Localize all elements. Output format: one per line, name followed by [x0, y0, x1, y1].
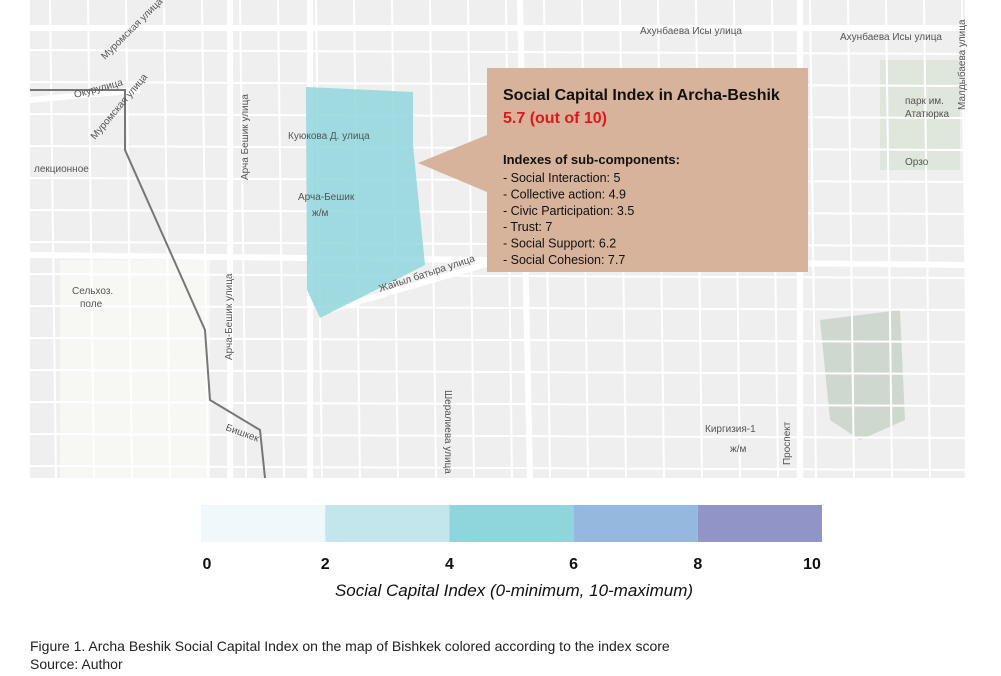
map-label: Шералиева улица [442, 390, 453, 474]
map-label: Арча-Бешик улица [224, 273, 235, 360]
source: Source: Author [30, 656, 123, 672]
map-label: парк им. [905, 96, 944, 107]
map-label: Ахунбаева Исы улица [840, 31, 942, 43]
street [29, 273, 966, 279]
sub-index: - Social Cohesion: 7.7 [503, 253, 625, 267]
colorbar-tick-label: 10 [803, 556, 821, 573]
colorbar-segment [325, 505, 450, 542]
callout-subtitle: Indexes of sub-components: [503, 152, 680, 167]
street [277, 0, 285, 479]
street [809, 0, 817, 479]
street [29, 401, 966, 407]
street [29, 369, 966, 375]
sub-index: - Collective action: 4.9 [503, 187, 626, 201]
map-label: Ататюрка [905, 109, 949, 120]
map-label: Сельхоз. [72, 286, 113, 297]
colorbar-tick-label: 0 [203, 556, 212, 573]
sub-index: - Social Interaction: 5 [503, 171, 620, 185]
field [60, 260, 210, 478]
map-label: Куюкова Д. улица [288, 131, 370, 142]
street [961, 0, 969, 479]
sub-index: - Social Support: 6.2 [503, 237, 616, 251]
map-label: поле [80, 299, 103, 310]
street [429, 0, 437, 479]
park [880, 60, 960, 170]
map-label: ж/м [312, 208, 328, 219]
map-label: Ахунбаева Исы улица [640, 25, 742, 37]
map-label: Киргизия-1 [705, 424, 756, 435]
street [29, 49, 966, 55]
archa-beshik-region [306, 87, 425, 318]
street [163, 0, 171, 479]
sub-index: - Civic Participation: 3.5 [503, 204, 634, 218]
street [467, 0, 475, 479]
street [201, 0, 209, 479]
map-label: Проспект [782, 421, 793, 465]
street [125, 0, 133, 479]
colorbar-tick-label: 8 [693, 556, 702, 573]
map-label: Арча-Бешик [298, 192, 355, 203]
colorbar-segment [697, 505, 822, 542]
colorbar-tick-label: 6 [569, 556, 578, 573]
street [29, 465, 966, 471]
street [239, 0, 247, 479]
colorbar-segment [201, 505, 326, 542]
map-label: Малдыбаева улица [956, 19, 968, 110]
map-label: лекционное [34, 164, 89, 175]
callout-box [418, 68, 808, 272]
street [923, 0, 931, 479]
street [87, 0, 95, 479]
colorbar-tick-label: 4 [445, 556, 454, 573]
sub-index: - Trust: 7 [503, 220, 552, 234]
map-label: Орзо [905, 157, 929, 168]
street [29, 305, 966, 311]
map-label: Арча Бешик улица [240, 94, 251, 180]
colorbar-tick-label: 2 [321, 556, 330, 573]
callout-score: 5.7 (out of 10) [503, 110, 607, 127]
street [847, 0, 855, 479]
callout-title: Social Capital Index in Archa-Beshik [503, 87, 780, 104]
district-border [30, 89, 266, 479]
street [29, 433, 966, 439]
legend: Social Capital Index (0-minimum, 10-maxi… [201, 505, 822, 600]
colorbar-segment [449, 505, 574, 542]
legend-title: Social Capital Index (0-minimum, 10-maxi… [335, 581, 693, 600]
callout: Social Capital Index in Archa-Beshik 5.7… [418, 68, 808, 272]
street [49, 0, 57, 479]
caption: Figure 1. Archa Beshik Social Capital In… [30, 638, 670, 654]
street [29, 337, 966, 343]
colorbar-segment [573, 505, 698, 542]
map-label: ж/м [730, 444, 746, 455]
street [885, 0, 893, 479]
